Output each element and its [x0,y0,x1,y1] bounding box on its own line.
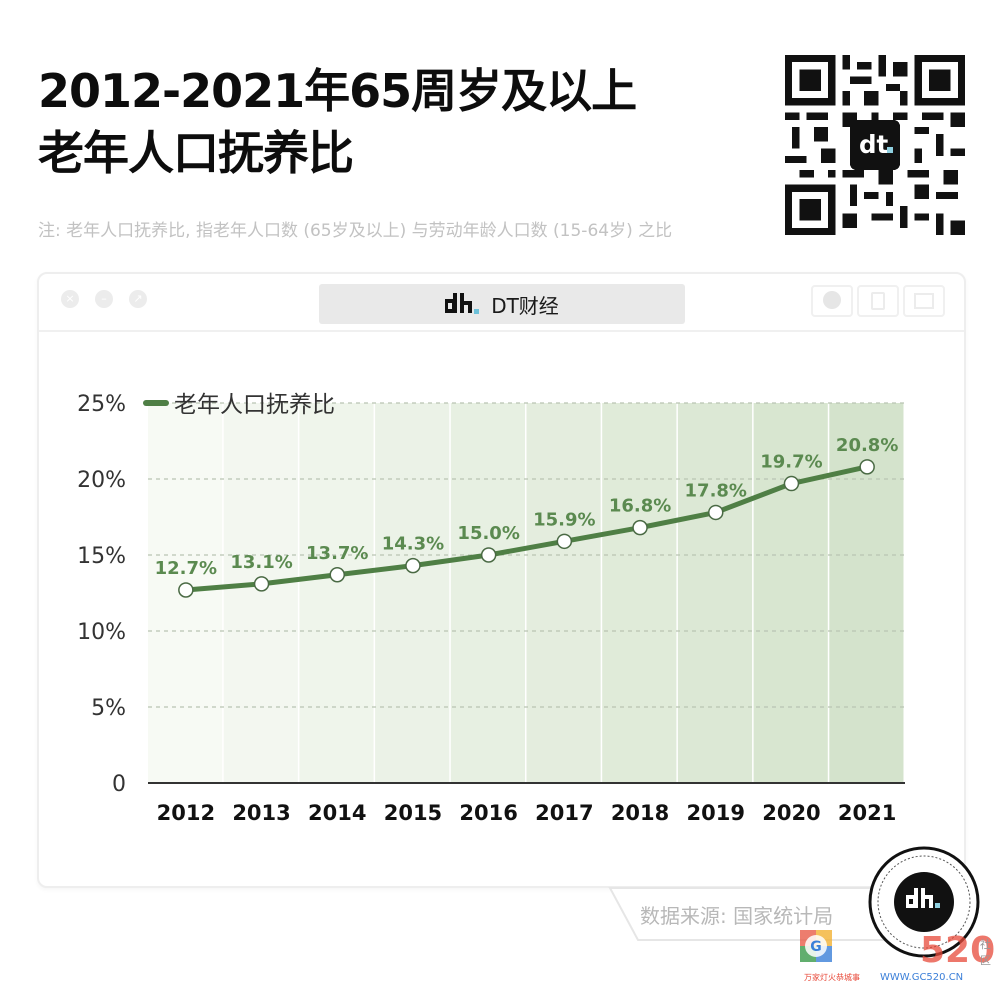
column-band [450,403,525,783]
window-button[interactable] [903,285,945,317]
data-point-marker[interactable] [253,576,270,592]
legend-label: 老年人口抚养比 [174,392,335,418]
column-band [375,403,450,783]
series-line [185,464,868,593]
data-point-marker[interactable] [480,547,497,563]
data-label: 13.7% [306,543,368,564]
y-tick-label: 5% [91,696,126,721]
data-point-marker[interactable] [783,475,800,492]
minimize-icon[interactable]: – [95,290,113,308]
svg-text:WWW.GC520.CN: WWW.GC520.CN [880,972,963,983]
data-point-marker[interactable] [405,557,421,574]
column-band [753,403,828,783]
y-tick-label: 20% [77,468,126,493]
page-title: 2012-2021年65周岁及以上 老年人口抚养比 [38,60,637,184]
data-label: 15.0% [457,523,519,544]
column-band [602,403,677,783]
x-tick-label: 2012 [157,801,215,825]
chart-note: 注: 老年人口抚养比, 指老年人口数 (65岁及以上) 与劳动年龄人口数 (15… [38,221,673,241]
x-tick-label: 2021 [838,801,896,825]
data-label: 16.8% [609,496,671,517]
record-button[interactable] [811,285,853,317]
data-label: 12.7% [155,558,217,579]
title-line-1: 2012-2021年65周岁及以上 [38,64,637,118]
x-tick-label: 2019 [687,801,745,825]
x-tick-label: 2013 [232,801,290,825]
svg-text:dt: dt [859,130,889,159]
column-band [223,403,298,783]
data-label: 17.8% [685,480,747,501]
svg-text:G: G [810,939,822,955]
address-bar[interactable]: DT财经 [319,284,685,324]
column-band [299,403,374,783]
y-tick-label: 0 [112,772,126,797]
data-source: 数据来源: 国家统计局 [640,904,834,928]
data-label: 14.3% [382,534,444,555]
svg-text:520: 520 [920,930,995,971]
data-label: 20.8% [836,435,898,456]
record-icon [823,291,841,309]
dt-logo-icon [445,293,480,314]
site-watermark: G 520 社 区 万家灯火恭城事 WWW.GC520.CN [800,930,995,983]
data-point-marker[interactable] [859,459,875,475]
title-line-2: 老年人口抚养比 [38,126,354,180]
window-title-bar: × – ↗ DT财经 [39,274,964,332]
address-bar-label: DT财经 [491,293,559,318]
data-point-marker[interactable] [178,582,194,598]
y-tick-label: 25% [77,392,126,417]
x-tick-label: 2018 [611,801,669,825]
data-label: 15.9% [533,509,595,530]
qr-code-icon: dt [785,55,965,235]
column-band [526,403,601,783]
expand-icon[interactable]: ↗ [129,290,147,308]
data-label: 19.7% [760,452,822,473]
x-tick-label: 2014 [308,801,366,825]
share-icon [871,292,885,310]
x-tick-label: 2016 [459,801,517,825]
svg-text:万家灯火恭城事: 万家灯火恭城事 [804,972,860,982]
data-point-marker[interactable] [708,504,724,521]
svg-text:社: 社 [980,937,991,951]
data-point-marker[interactable] [632,519,648,536]
svg-text:区: 区 [980,954,991,967]
window-icon [914,293,934,309]
data-label: 13.1% [230,552,292,573]
column-band [677,403,753,783]
x-tick-label: 2017 [535,801,593,825]
data-point-marker[interactable] [556,533,573,550]
share-button[interactable] [857,285,899,317]
data-point-marker[interactable] [329,567,345,583]
y-tick-label: 10% [77,620,126,645]
close-icon[interactable]: × [61,290,79,308]
dt-badge-icon [868,846,980,958]
x-tick-label: 2020 [762,801,820,825]
y-tick-label: 15% [77,544,126,569]
x-tick-label: 2015 [384,801,442,825]
